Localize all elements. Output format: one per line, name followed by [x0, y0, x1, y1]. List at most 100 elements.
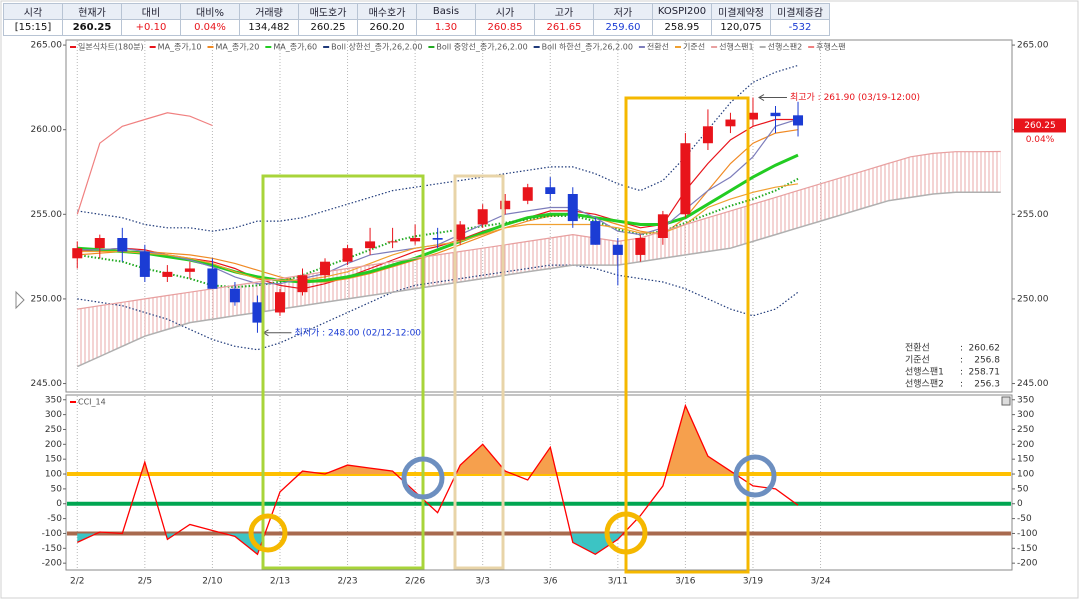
x-tick-label: 3/24 [810, 577, 830, 587]
y-tick-label: 100 [45, 470, 62, 480]
y-tick-label: -200 [1017, 559, 1038, 569]
last-price: 260.25 [1024, 121, 1056, 131]
info-separator: : [960, 344, 963, 354]
legend-label: Boll 상한선_종가,26,2.00 [331, 42, 422, 52]
y-tick-label: 150 [1017, 455, 1034, 465]
table-row: [15:15] 260.25 +0.10 0.04% 134,482 260.25 260.… [3, 19, 830, 36]
column-header: 시각 [3, 3, 63, 20]
candle-body [793, 115, 804, 126]
column-header: 시가 [475, 3, 535, 20]
column-header: 현재가 [62, 3, 122, 20]
candle-body [545, 187, 556, 194]
x-tick-label: 2/2 [70, 577, 84, 587]
x-tick-label: 3/11 [608, 577, 628, 587]
candle-body [500, 200, 511, 210]
y-tick-label: 260.00 [31, 125, 63, 135]
y-tick-label: 255.00 [1017, 210, 1049, 220]
x-tick-label: 2/13 [270, 577, 290, 587]
indicator-line [77, 150, 1001, 310]
y-tick-label: 255.00 [31, 210, 63, 220]
info-label: 선행스팬1 [905, 366, 944, 378]
candle-body [432, 238, 443, 240]
plot: 2/2 2/5 2/10 2/13 2/23 2/26 3/3 3/6 3/11 3/16 3/19… [31, 41, 1066, 587]
annotation-arrowhead [758, 94, 765, 101]
cell: 260.85 [475, 19, 535, 36]
y-tick-label: 245.00 [1017, 379, 1049, 389]
y-tick-label: 200 [1017, 440, 1034, 450]
candle-body [410, 238, 421, 242]
column-header: 매도호가 [298, 3, 358, 20]
annotation: 최저가 : 248.00 (02/12-12:00) [294, 327, 424, 338]
y-tick-label: 0 [1017, 499, 1023, 509]
side-button[interactable] [15, 290, 25, 310]
info-value: 256.3 [974, 380, 1000, 390]
cloud [77, 151, 1001, 367]
x-tick-label: 3/16 [675, 577, 695, 587]
column-header: 거래량 [239, 3, 299, 20]
y-tick-label: -100 [42, 529, 63, 539]
y-tick-label: 350 [45, 395, 62, 405]
y-tick-label: 250 [45, 425, 62, 435]
y-tick-label: 265.00 [31, 41, 63, 51]
candle-body [229, 288, 240, 303]
legend-label: Boll 하한선_종가,26,2.00 [542, 42, 633, 52]
y-tick-label: 250.00 [31, 294, 63, 304]
x-tick-label: 3/6 [543, 577, 558, 587]
legend-label: Boll 중앙선_종가,26,2.00 [436, 42, 527, 52]
y-tick-label: -200 [42, 559, 63, 569]
candle-body [657, 214, 668, 238]
y-tick-label: 250.00 [1017, 294, 1049, 304]
legend-label: 기준선 [683, 43, 705, 52]
info-value: 258.71 [969, 368, 1001, 378]
candle-body [747, 112, 758, 120]
info-value: 260.62 [969, 344, 1001, 354]
candle-body [297, 275, 308, 293]
cell: [15:15] [3, 19, 63, 36]
y-tick-label: -150 [1017, 544, 1038, 554]
column-header: 저가 [593, 3, 653, 20]
candle-body [612, 244, 623, 255]
legend-label: MA_종가,60 [273, 43, 317, 52]
candle-body [387, 241, 398, 243]
column-header: 미결제약정 [711, 3, 771, 20]
legend-label: 선행스팬2 [768, 42, 803, 52]
info-label: 전환선 [905, 342, 930, 354]
candle-body [72, 248, 83, 259]
legend-label: 전환선 [647, 42, 669, 52]
legend-label: MA_종가,10 [158, 43, 202, 52]
indicator-line [76, 112, 213, 215]
candle-body [252, 302, 263, 323]
candle-body [770, 112, 781, 117]
x-tick-label: 2/26 [405, 577, 425, 587]
legend-label: 후행스팬 [816, 42, 845, 52]
y-tick-label: 200 [45, 440, 62, 450]
y-tick-label: 50 [51, 484, 63, 494]
x-tick-label: 2/10 [202, 577, 222, 587]
cell: 0.04% [180, 19, 240, 36]
candle-body [365, 241, 376, 249]
info-separator: : [960, 380, 963, 390]
y-tick-label: 245.00 [31, 379, 63, 389]
candle-body [567, 194, 578, 222]
x-tick-label: 2/23 [337, 577, 357, 587]
candle-body [455, 224, 466, 240]
column-header: 미결제증감 [770, 3, 830, 20]
pane-button[interactable] [1001, 396, 1011, 406]
last-price-tag [1014, 118, 1066, 133]
annotation: 최고가 : 261.90 (03/19-12:00) [790, 92, 920, 103]
candle-body [320, 261, 331, 276]
candle-body [117, 238, 128, 252]
indicator-line [77, 264, 799, 351]
column-header: Basis [416, 3, 476, 20]
quote-table: 시각 현재가 대비 대비% 거래량 매도호가 매수호가 Basis 시가 고가 저가 KOSPI200… [3, 3, 830, 36]
y-tick-label: 0 [56, 499, 62, 509]
y-tick-label: -50 [47, 514, 62, 524]
y-tick-label: -150 [42, 544, 63, 554]
cell: 259.60 [593, 19, 653, 36]
x-tick-label: 3/3 [475, 577, 489, 587]
y-tick-label: 300 [45, 410, 62, 420]
candle-body [725, 119, 736, 127]
candle-body [207, 268, 218, 289]
